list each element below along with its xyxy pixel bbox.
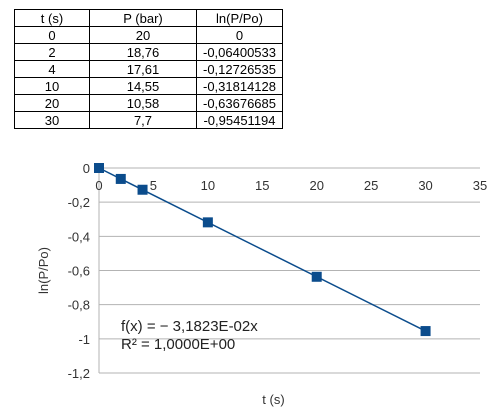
x-tick-label: 30	[418, 178, 432, 193]
data-point	[137, 184, 148, 195]
data-table: t (s) P (bar) ln(P/Po) 0 20 0 2 18,76 -0…	[14, 9, 283, 129]
y-axis-title: ln(P/Po)	[36, 247, 51, 294]
table-cell: -0,63676685	[196, 94, 283, 112]
x-tick-label: 0	[95, 178, 102, 193]
data-point	[311, 271, 322, 282]
x-tick-label: 20	[309, 178, 323, 193]
trendline	[98, 167, 426, 332]
x-tick-label: 35	[473, 178, 487, 193]
y-tick-label: -1,2	[68, 366, 90, 381]
x-tick-label: 15	[255, 178, 269, 193]
table-row: 30 7,7 -0,95451194	[14, 111, 283, 129]
y-tick-label: -0,8	[68, 298, 90, 313]
x-tick-label: 25	[364, 178, 378, 193]
x-tick-label: 10	[201, 178, 215, 193]
table-cell: 7,7	[89, 111, 197, 129]
data-point	[115, 173, 126, 184]
table-cell: -0,95451194	[196, 111, 283, 129]
data-point	[420, 326, 431, 337]
trendline-r-squared: R² = 1,0000E+00	[121, 336, 235, 353]
x-tick-label: 5	[150, 178, 157, 193]
data-point	[202, 217, 213, 228]
x-axis-title: t (s)	[262, 392, 284, 407]
trendline-equation: f(x) = − 3,1823E-02x	[121, 318, 258, 335]
y-tick-label: -0,6	[68, 264, 90, 279]
y-tick-label: -1	[78, 332, 90, 347]
data-point	[94, 163, 104, 173]
y-tick-label: -0,4	[68, 229, 90, 244]
table-cell: -0,06400533	[196, 43, 283, 61]
table-cell: 30	[14, 111, 90, 129]
y-tick-label: 0	[83, 161, 90, 176]
table-cell: -0,31814128	[196, 77, 283, 95]
y-tick-label: -0,2	[68, 195, 90, 210]
